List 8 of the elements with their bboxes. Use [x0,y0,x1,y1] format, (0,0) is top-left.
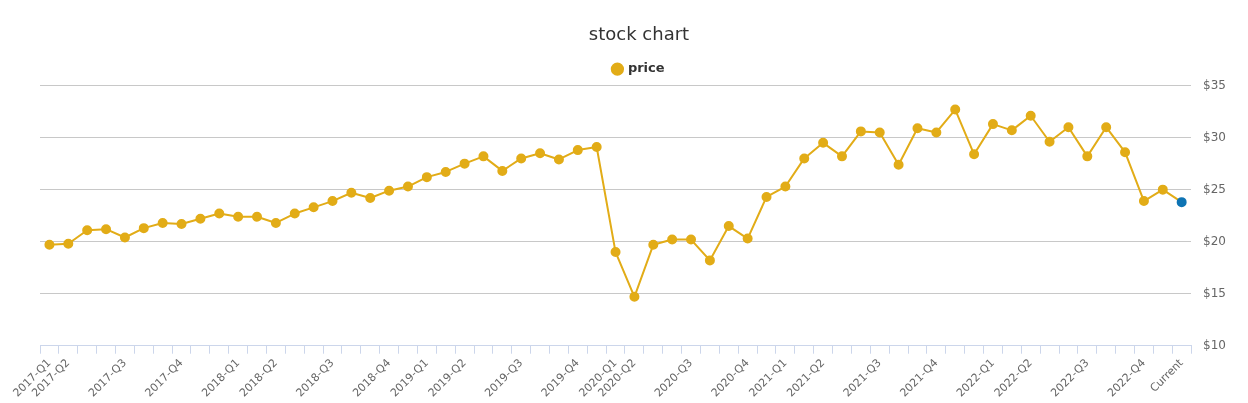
legend-label: price [627,60,665,76]
y-tick-label: $35 [1203,77,1226,92]
y-tick-label: $25 [1203,181,1226,196]
y-tick-label: $20 [1203,233,1226,248]
y-tick-label: $15 [1203,285,1226,300]
y-tick-label: $30 [1203,129,1226,144]
chart-title: stock chart [588,23,690,45]
y-tick-label: $10 [1203,337,1226,352]
